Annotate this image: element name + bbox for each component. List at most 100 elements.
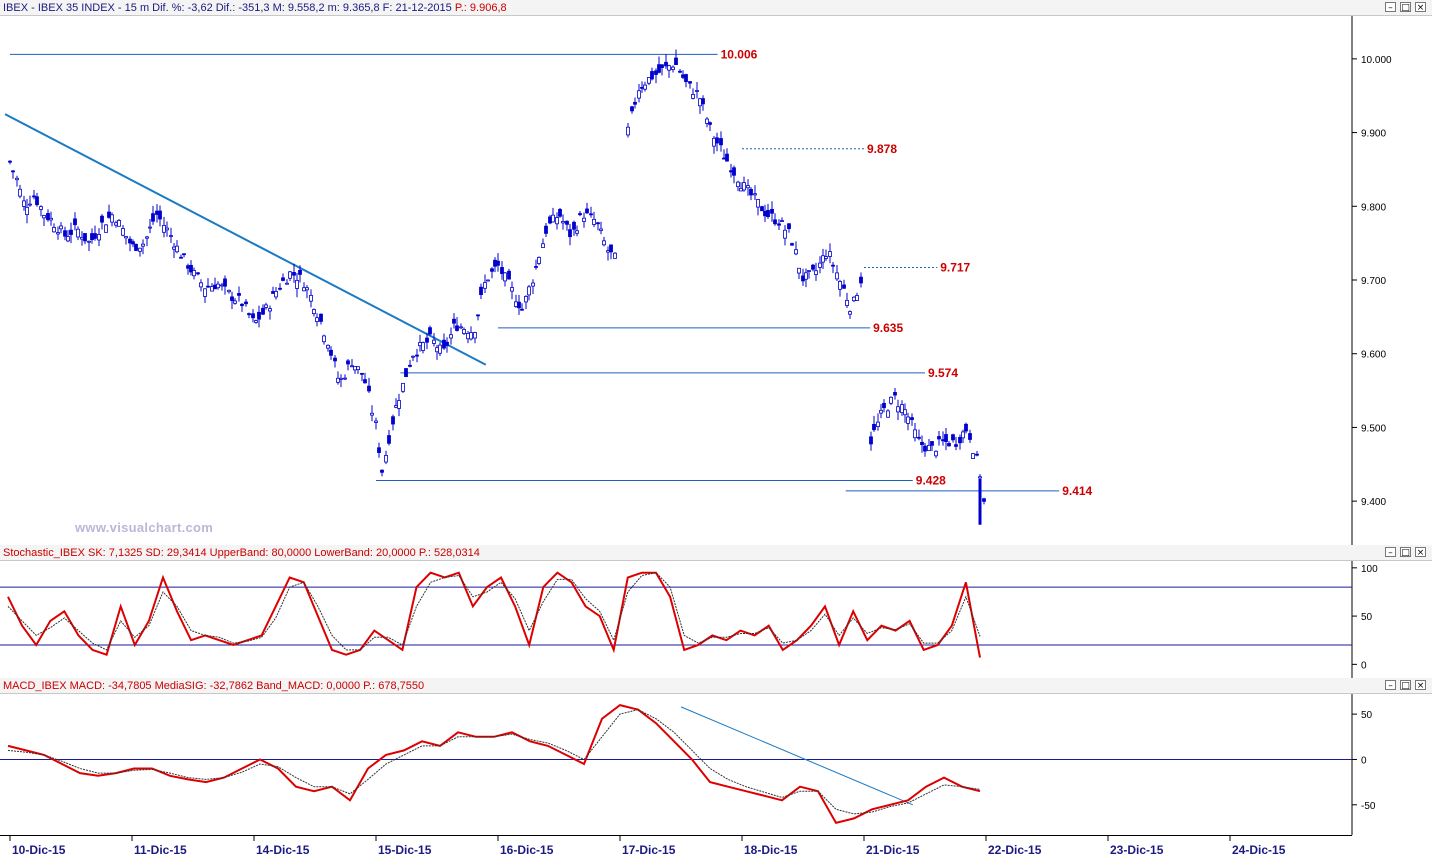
candle-body <box>124 236 128 239</box>
candle-body <box>141 243 145 247</box>
candle-body <box>73 218 77 226</box>
candle-body <box>520 308 524 311</box>
candle-body <box>787 223 791 230</box>
candle-body <box>145 236 149 239</box>
candle-body <box>797 267 801 274</box>
candle-body <box>500 267 504 274</box>
candle-body <box>900 404 904 414</box>
candle-body <box>882 402 886 409</box>
candle-body <box>333 357 337 362</box>
candle-body <box>42 215 46 219</box>
candle-body <box>312 309 316 315</box>
candle-body <box>104 224 108 233</box>
candle-body <box>923 445 927 452</box>
close-button[interactable]: × <box>1415 2 1426 13</box>
candle-body <box>292 272 296 276</box>
stoch-panel-header: Stochastic_IBEX SK: 7,1325 SD: 29,3414 U… <box>0 545 1432 561</box>
candle-body <box>930 441 934 446</box>
macd-panel: MACD_IBEX MACD: -34,7805 MediaSIG: -32,7… <box>0 678 1432 835</box>
level-label: 9.717 <box>940 260 970 274</box>
candle-body <box>49 217 53 221</box>
candle-body <box>674 57 678 65</box>
price-panel: IBEX - IBEX 35 INDEX - 15 m Dif. %: -3,6… <box>0 0 1432 545</box>
x-tick-label: 21-Dic-15 <box>866 843 920 857</box>
price-panel-header: IBEX - IBEX 35 INDEX - 15 m Dif. %: -3,6… <box>0 0 1432 16</box>
candle-body <box>418 342 422 347</box>
candle-body <box>804 272 808 280</box>
minimize-button[interactable]: – <box>1385 2 1396 13</box>
candle-body <box>801 275 805 282</box>
candle-body <box>742 182 746 191</box>
candle-body <box>555 217 559 225</box>
level-label: 9.878 <box>867 142 897 156</box>
minimize-button[interactable]: – <box>1385 680 1396 691</box>
candle-body <box>346 360 350 365</box>
candle-body <box>872 423 876 431</box>
candle-body <box>842 284 846 289</box>
candle-body <box>186 265 190 269</box>
candle-body <box>360 372 364 375</box>
candle-body <box>876 421 880 428</box>
candle-body <box>633 101 637 105</box>
candle-body <box>609 244 613 253</box>
candle-body <box>582 217 586 222</box>
candle-body <box>162 225 166 233</box>
candle-body <box>326 344 330 349</box>
candle-body <box>107 211 111 218</box>
candle-body <box>483 282 487 289</box>
restore-button[interactable]: □ <box>1400 2 1411 13</box>
candle-body <box>496 260 500 266</box>
candle-body <box>151 213 155 222</box>
candle-body <box>640 86 644 89</box>
candle-body <box>958 437 962 444</box>
candle-body <box>964 423 968 432</box>
close-button[interactable]: × <box>1415 680 1426 691</box>
candle-body <box>572 221 576 230</box>
candle-body <box>838 280 842 290</box>
candle-body <box>698 98 702 107</box>
series-sk <box>7 571 981 658</box>
candle-body <box>336 377 340 383</box>
minimize-button[interactable]: – <box>1385 547 1396 558</box>
candle-body <box>725 153 729 162</box>
restore-button[interactable]: □ <box>1400 680 1411 691</box>
candle-body <box>510 287 514 292</box>
macd-chart[interactable]: 50 0 -50 <box>0 694 1432 835</box>
candle-body <box>637 90 641 99</box>
candle-body <box>415 354 419 357</box>
candle-body <box>493 259 497 267</box>
candle-body <box>954 444 958 447</box>
candle-body <box>794 249 798 255</box>
candle-body <box>869 436 873 445</box>
candle-body <box>264 304 268 308</box>
price-title-value: P.: 9.906,8 <box>454 2 507 14</box>
candle-body <box>455 325 459 331</box>
candle-body <box>438 344 442 354</box>
date-axis: 10-Dic-15 11-Dic-15 14-Dic-15 15-Dic-15 16-D… <box>0 835 1432 857</box>
candle-body <box>411 355 415 358</box>
price-chart[interactable]: 10.000 9.900 9.800 9.700 9.600 9.500 9.400 10.0… <box>0 16 1432 545</box>
candle-body <box>671 66 675 70</box>
candle-body <box>302 287 306 292</box>
macd-panel-header: MACD_IBEX MACD: -34,7805 MediaSIG: -32,7… <box>0 678 1432 694</box>
y-tick-label: 10.000 <box>1361 55 1392 66</box>
candle-body <box>715 137 719 144</box>
stoch-panel-title: Stochastic_IBEX SK: 7,1325 SD: 29,3414 U… <box>3 546 480 560</box>
candle-body <box>534 266 538 268</box>
candle-body <box>824 256 828 259</box>
series-macd <box>7 704 981 825</box>
candle-body <box>128 238 132 244</box>
close-button[interactable]: × <box>1415 547 1426 558</box>
y-tick-label: 50 <box>1361 710 1373 721</box>
level-label: 9.574 <box>928 366 958 380</box>
stochastic-chart[interactable]: 100 50 0 <box>0 561 1432 678</box>
candle-body <box>28 203 32 206</box>
series-sd <box>7 572 981 651</box>
candle-body <box>380 469 384 473</box>
y-tick-label: 100 <box>1361 564 1378 575</box>
candle-body <box>667 65 671 71</box>
candle-body <box>466 332 470 340</box>
restore-button[interactable]: □ <box>1400 547 1411 558</box>
x-tick-label: 16-Dic-15 <box>500 843 554 857</box>
candle-body <box>941 439 945 442</box>
